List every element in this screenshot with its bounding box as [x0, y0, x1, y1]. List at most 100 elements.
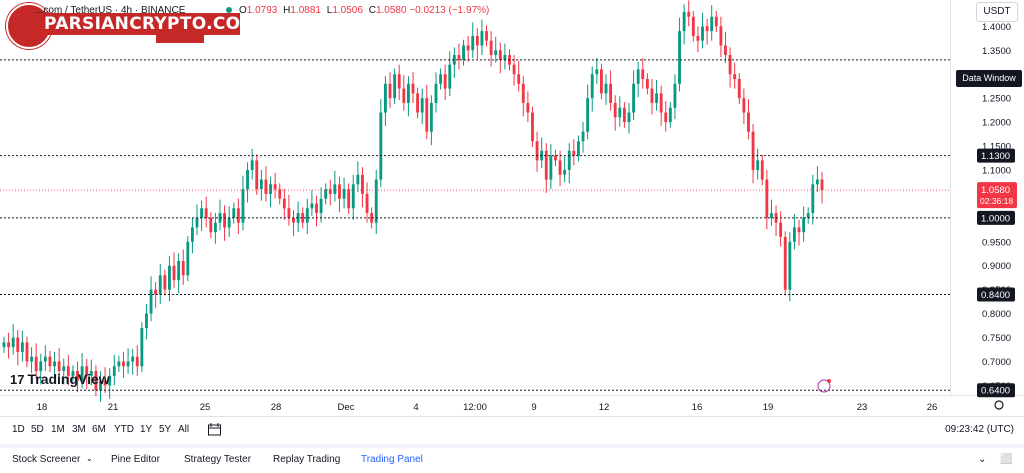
candle-body: [632, 83, 636, 113]
candle-body: [659, 93, 663, 113]
candle-body: [443, 74, 447, 89]
candle-body: [140, 327, 144, 367]
candle-body: [558, 160, 562, 175]
candle-body: [595, 69, 599, 75]
candle-body: [572, 150, 576, 156]
price-tick-label: 0.7000: [982, 357, 1011, 368]
level-price-label: 1.0000: [981, 213, 1010, 224]
candle-body: [131, 356, 135, 362]
symbol-title[interactable]: ...com / TetherUS · 4h · BINANCE: [35, 5, 185, 16]
candle-body: [586, 98, 590, 132]
candle-body: [416, 93, 420, 113]
tab-strategy-tester[interactable]: Strategy Tester: [184, 454, 252, 465]
candle-body: [278, 189, 282, 199]
range-1d-button[interactable]: 1D: [12, 424, 25, 435]
data-window-tooltip: Data Window: [956, 70, 1022, 87]
candle-body: [328, 189, 332, 194]
candle-body: [498, 50, 502, 60]
currency-selector[interactable]: USDT: [976, 2, 1018, 22]
candle-body: [439, 74, 442, 84]
tab-stock-screener[interactable]: Stock Screener: [12, 454, 81, 465]
candle-body: [71, 371, 75, 376]
low-value: 1.0506: [332, 5, 363, 16]
candle-body: [475, 35, 479, 46]
range-3m-button[interactable]: 3M: [72, 424, 86, 435]
tradingview-logo[interactable]: 17 TradingView: [10, 371, 110, 387]
candle-body: [236, 208, 240, 223]
candle-body: [452, 55, 456, 65]
tab-replay-trading[interactable]: Replay Trading: [273, 454, 341, 465]
candle-body: [76, 371, 79, 381]
time-tick-label: 12:00: [463, 402, 487, 413]
candle-body: [503, 55, 507, 60]
tab-trading-panel[interactable]: Trading Panel: [361, 454, 423, 465]
candle-body: [145, 313, 148, 328]
candlestick-chart-svg[interactable]: 1.40001.35001.30001.25001.20001.15001.10…: [0, 0, 1024, 445]
candle-body: [246, 169, 249, 190]
candle-body: [319, 198, 323, 214]
candle-body: [333, 184, 337, 194]
candle-body: [218, 213, 222, 223]
candle-body: [462, 45, 465, 60]
candle-body: [20, 342, 24, 352]
candle-body: [815, 179, 819, 185]
candle-body: [420, 98, 424, 113]
candle-body: [406, 83, 410, 103]
collapse-panel-icon[interactable]: ⌄: [978, 454, 987, 465]
open-label: O: [239, 5, 247, 16]
price-chart[interactable]: 1.40001.35001.30001.25001.20001.15001.10…: [0, 0, 1024, 445]
candle-body: [701, 26, 704, 41]
candle-body: [108, 375, 112, 386]
candle-body: [531, 112, 534, 142]
candle-body: [526, 102, 530, 113]
candle-body: [186, 241, 190, 276]
candle-body: [112, 366, 116, 376]
candle-body: [296, 213, 300, 223]
bar-countdown-label: 02:36:18: [980, 196, 1013, 206]
candle-body: [802, 217, 806, 233]
price-tick-label: 0.9500: [982, 237, 1011, 248]
tab-pine-editor[interactable]: Pine Editor: [111, 454, 160, 465]
stock-screener-chevron-icon[interactable]: ⌄: [86, 454, 93, 463]
candle-body: [255, 160, 259, 190]
candle-body: [554, 155, 557, 161]
calendar-icon[interactable]: [207, 422, 223, 437]
candle-body: [793, 227, 796, 242]
change-value: −0.0213 (−1.97%): [409, 5, 490, 16]
candle-body: [705, 26, 709, 32]
market-status-dot: [226, 7, 232, 13]
price-tick-label: 1.2000: [982, 118, 1011, 129]
utc-clock[interactable]: 09:23:42 (UTC): [945, 424, 1014, 435]
range-5y-button[interactable]: 5Y: [159, 424, 172, 435]
candle-body: [673, 83, 677, 108]
time-tick-label: 9: [531, 402, 536, 413]
watermark-logo-underline: [156, 35, 204, 43]
candle-body: [691, 16, 695, 36]
candle-body: [273, 184, 277, 190]
high-label: H: [283, 5, 291, 16]
range-1m-button[interactable]: 1M: [51, 424, 65, 435]
range-1y-button[interactable]: 1Y: [140, 424, 153, 435]
maximize-panel-icon[interactable]: ⬜: [1000, 454, 1013, 465]
candle-body: [154, 289, 158, 295]
range-ytd-button[interactable]: YTD: [114, 424, 134, 435]
range-6m-button[interactable]: 6M: [92, 424, 106, 435]
candle-body: [126, 361, 130, 367]
candle-body: [770, 213, 773, 218]
price-tick-label: 1.3500: [982, 46, 1011, 57]
range-all-button[interactable]: All: [178, 424, 190, 435]
candle-body: [7, 342, 11, 348]
candle-body: [39, 361, 43, 372]
price-tick-label: 1.1500: [982, 142, 1011, 153]
range-5d-button[interactable]: 5D: [31, 424, 44, 435]
candle-body: [471, 35, 475, 51]
candle-body: [135, 356, 139, 367]
candle-body: [696, 35, 700, 41]
candle-body: [122, 361, 125, 367]
alert-dot-icon: [827, 379, 831, 383]
candle-body: [429, 102, 433, 132]
candle-body: [232, 208, 236, 218]
time-tick-label: Dec: [338, 402, 355, 413]
candle-body: [756, 160, 760, 170]
ohlc-legend: O1.0793 H1.0881 L1.0506 C1.0580 −0.0213 …: [226, 5, 489, 16]
